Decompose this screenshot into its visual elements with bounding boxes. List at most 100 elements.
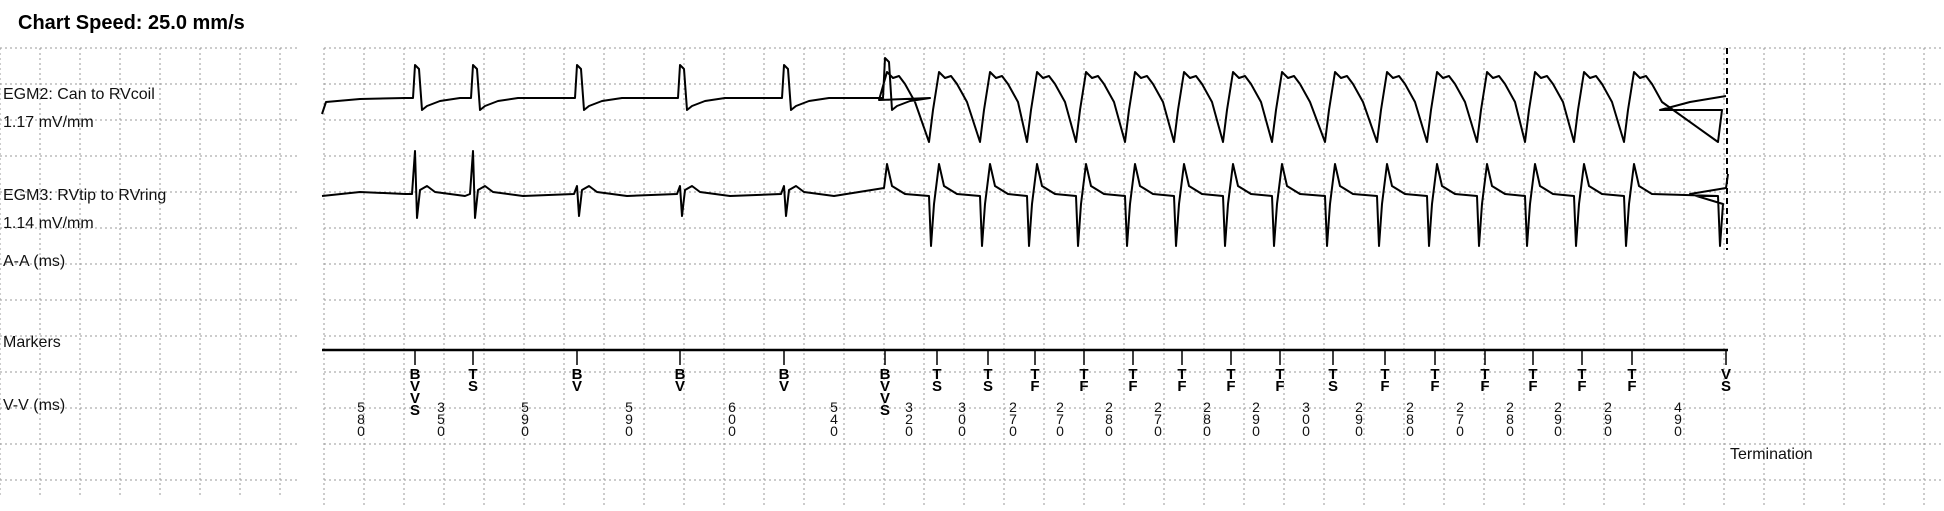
vv-interval-value: 2 bbox=[1406, 399, 1414, 415]
marker-label: F bbox=[1030, 378, 1039, 395]
marker-label: S bbox=[932, 378, 942, 395]
vv-interval-value: 5 bbox=[437, 411, 445, 427]
vv-interval-value: 8 bbox=[1105, 411, 1113, 427]
vv-interval-value: 3 bbox=[1302, 399, 1310, 415]
vv-interval-value: 0 bbox=[1252, 423, 1260, 439]
egm2-label: EGM2: Can to RVcoil bbox=[3, 86, 155, 103]
vv-interval-value: 0 bbox=[958, 411, 966, 427]
marker-label: B bbox=[572, 366, 583, 383]
vv-interval-value: 0 bbox=[1554, 423, 1562, 439]
marker-label: F bbox=[1480, 378, 1489, 395]
vv-interval-value: 2 bbox=[1056, 399, 1064, 415]
vv-interval-value: 8 bbox=[1203, 411, 1211, 427]
marker-label: T bbox=[1177, 366, 1186, 383]
vv-interval-value: 4 bbox=[830, 411, 838, 427]
marker-label: F bbox=[1627, 378, 1636, 395]
vv-interval-value: 9 bbox=[1554, 411, 1562, 427]
marker-label: T bbox=[983, 366, 992, 383]
vv-interval-value: 9 bbox=[1252, 411, 1260, 427]
marker-label: T bbox=[932, 366, 941, 383]
vv-interval-value: 0 bbox=[1406, 423, 1414, 439]
marker-channel: BVVSTSBVBVBVBVVSTSTSTFTFTFTFTFTFTSTFTFTF… bbox=[322, 348, 1731, 419]
vv-interval-value: 0 bbox=[1604, 423, 1612, 439]
marker-label: T bbox=[1577, 366, 1586, 383]
vv-interval-value: 2 bbox=[1105, 399, 1113, 415]
vv-interval-value: 0 bbox=[1302, 411, 1310, 427]
aa-label: A-A (ms) bbox=[3, 253, 65, 270]
marker-label: S bbox=[983, 378, 993, 395]
vv-interval-value: 2 bbox=[1252, 399, 1260, 415]
marker-label: T bbox=[1380, 366, 1389, 383]
marker-label: F bbox=[1275, 378, 1284, 395]
vv-interval-value: 0 bbox=[830, 423, 838, 439]
vv-interval-value: 0 bbox=[1674, 423, 1682, 439]
marker-label: V bbox=[675, 378, 685, 395]
marker-label: V bbox=[880, 390, 890, 407]
vv-interval-value: 4 bbox=[1674, 399, 1682, 415]
vv-label: V-V (ms) bbox=[3, 397, 65, 414]
egm3-label: EGM3: RVtip to RVring bbox=[3, 187, 166, 204]
marker-label: T bbox=[1627, 366, 1636, 383]
vv-interval-value: 0 bbox=[905, 423, 913, 439]
marker-label: T bbox=[1030, 366, 1039, 383]
vv-interval-value: 9 bbox=[1674, 411, 1682, 427]
chart-grid bbox=[0, 47, 1944, 505]
vv-interval-value: 0 bbox=[521, 423, 529, 439]
marker-label: F bbox=[1226, 378, 1235, 395]
vv-interval-value: 0 bbox=[1506, 423, 1514, 439]
marker-label: B bbox=[779, 366, 790, 383]
marker-label: T bbox=[1226, 366, 1235, 383]
marker-label: S bbox=[468, 378, 478, 395]
vv-interval-value: 7 bbox=[1456, 411, 1464, 427]
vv-interval-value: 2 bbox=[1009, 399, 1017, 415]
vv-interval-value: 3 bbox=[437, 399, 445, 415]
vv-interval-value: 0 bbox=[728, 411, 736, 427]
marker-label: T bbox=[1079, 366, 1088, 383]
marker-label: F bbox=[1430, 378, 1439, 395]
vv-interval-value: 0 bbox=[437, 423, 445, 439]
marker-label: T bbox=[1528, 366, 1537, 383]
marker-label: V bbox=[880, 378, 890, 395]
marker-label: T bbox=[1275, 366, 1284, 383]
vv-interval-value: 2 bbox=[1456, 399, 1464, 415]
marker-label: V bbox=[410, 390, 420, 407]
vv-interval-value: 3 bbox=[958, 399, 966, 415]
marker-label: V bbox=[410, 378, 420, 395]
vv-interval-value: 0 bbox=[357, 423, 365, 439]
vv-intervals: 5803505905906005403203002702702802702802… bbox=[357, 399, 1682, 439]
vv-interval-value: 8 bbox=[357, 411, 365, 427]
vv-interval-value: 2 bbox=[1554, 399, 1562, 415]
chart-speed-title: Chart Speed: 25.0 mm/s bbox=[18, 12, 245, 34]
marker-label: F bbox=[1380, 378, 1389, 395]
vv-interval-value: 0 bbox=[1105, 423, 1113, 439]
marker-label: S bbox=[1328, 378, 1338, 395]
egm-traces bbox=[321, 48, 1729, 250]
marker-label: T bbox=[1328, 366, 1337, 383]
vv-interval-value: 2 bbox=[905, 411, 913, 427]
marker-label: S bbox=[880, 402, 890, 419]
vv-interval-value: 0 bbox=[1355, 423, 1363, 439]
vv-interval-value: 9 bbox=[521, 411, 529, 427]
vv-interval-value: 0 bbox=[958, 423, 966, 439]
marker-label: S bbox=[1721, 378, 1731, 395]
marker-label: B bbox=[410, 366, 421, 383]
vv-interval-value: 5 bbox=[357, 399, 365, 415]
marker-label: F bbox=[1128, 378, 1137, 395]
vv-interval-value: 0 bbox=[1056, 423, 1064, 439]
egm2-gain: 1.17 mV/mm bbox=[3, 114, 94, 131]
channel-labels: EGM2: Can to RVcoil 1.17 mV/mm EGM3: RVt… bbox=[3, 86, 1813, 463]
vv-interval-value: 5 bbox=[625, 399, 633, 415]
marker-label: V bbox=[1721, 366, 1731, 383]
vv-interval-value: 7 bbox=[1009, 411, 1017, 427]
vv-interval-value: 0 bbox=[1154, 423, 1162, 439]
marker-label: B bbox=[675, 366, 686, 383]
marker-label: T bbox=[1430, 366, 1439, 383]
vv-interval-value: 6 bbox=[728, 399, 736, 415]
vv-interval-value: 0 bbox=[728, 423, 736, 439]
vv-interval-value: 5 bbox=[521, 399, 529, 415]
vv-interval-value: 5 bbox=[830, 399, 838, 415]
markers-label: Markers bbox=[3, 334, 61, 351]
vv-interval-value: 9 bbox=[625, 411, 633, 427]
vv-interval-value: 8 bbox=[1506, 411, 1514, 427]
